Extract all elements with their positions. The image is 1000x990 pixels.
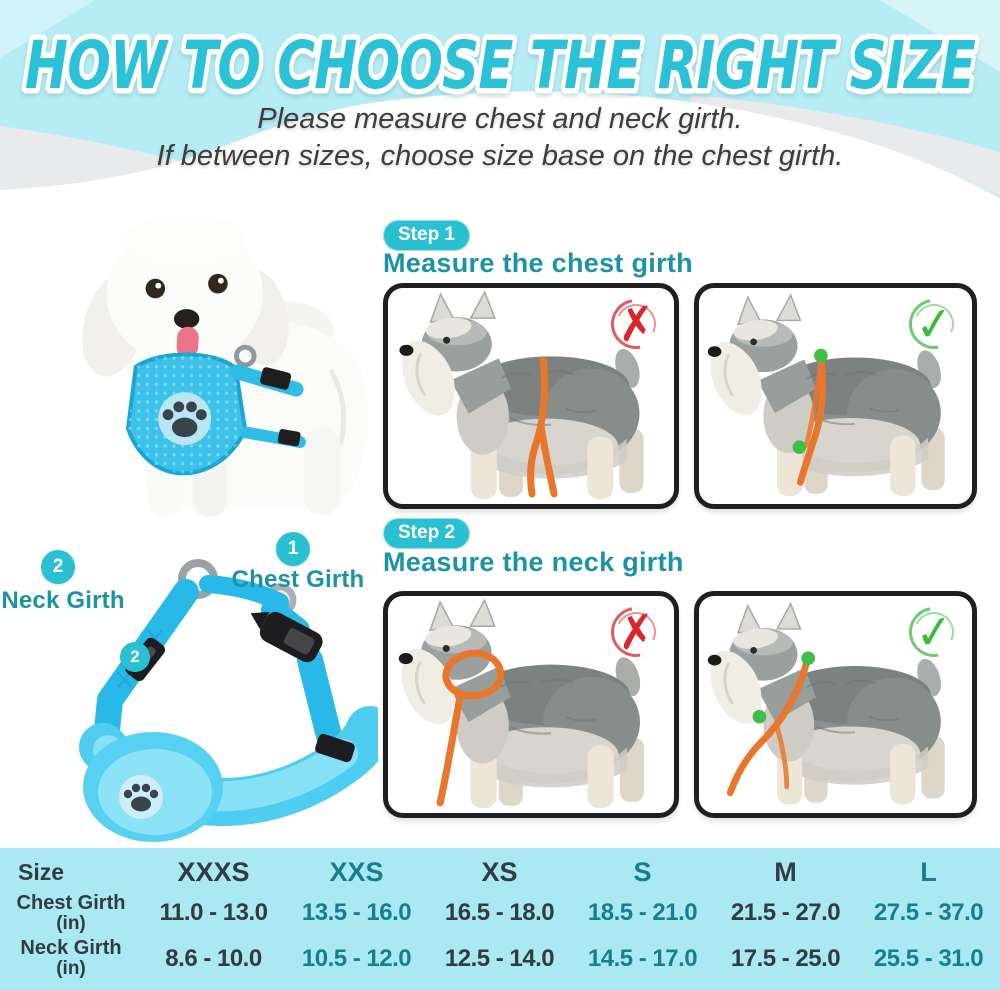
wrong-mark: ✗	[601, 289, 671, 359]
correct-icon: ✓	[912, 603, 956, 661]
table-cell: 16.5 - 18.0	[444, 899, 555, 927]
step1-heading: Measure the chest girth	[383, 248, 693, 278]
table-cell: 18.5 - 21.0	[587, 899, 698, 927]
callout-2-label: Neck Girth	[1, 587, 125, 614]
table-cell: 27.5 - 37.0	[873, 899, 984, 927]
schnauzer-illustration	[706, 602, 947, 806]
measuring-tape	[726, 651, 816, 797]
page-title-art: HOW TO CHOOSE THE RIGHT SIZE	[20, 22, 983, 110]
table-cell: 10.5 - 12.0	[301, 944, 412, 972]
row-label: Neck Girth (in)	[20, 937, 122, 980]
callout-1-circle: 1	[276, 532, 310, 566]
product-dog-photo	[82, 214, 369, 517]
wrong-mark: ✗	[601, 597, 671, 667]
side-release-buckle-icon	[250, 611, 323, 663]
page-title: HOW TO CHOOSE THE RIGHT SIZE	[25, 27, 976, 104]
table-cell: 14.5 - 17.0	[587, 944, 698, 972]
step2-heading: Measure the neck girth	[383, 547, 684, 577]
neck-girth-row: Neck Girth (in) 8.6 - 10.0 10.5 - 12.0 1…	[0, 938, 1000, 979]
size-col-header: S	[633, 856, 652, 887]
wrong-icon: ✗	[614, 603, 658, 661]
size-col-header: XS	[481, 856, 518, 887]
table-cell: 12.5 - 14.0	[444, 944, 555, 972]
measuring-tape	[527, 356, 558, 498]
schnauzer-illustration	[397, 598, 647, 810]
subtitle-line2: If between sizes, choose size base on th…	[156, 140, 844, 172]
photo-chest-wrong: ✗	[383, 283, 679, 509]
strap-marker-circle: 2	[120, 642, 150, 672]
size-table-corner-label: Size	[18, 858, 65, 885]
measuring-tape	[436, 649, 505, 807]
step1-badge: Step 1	[383, 220, 471, 251]
photo-neck-correct: ✓	[694, 591, 977, 818]
harness-diagram-illustration	[79, 559, 378, 842]
size-table: Size XXXS XXS XS S M L Chest Girth (in) …	[0, 848, 1000, 990]
table-cell: 13.5 - 16.0	[301, 899, 412, 927]
table-cell: 17.5 - 25.0	[730, 944, 841, 972]
photo-neck-wrong: ✗	[383, 591, 679, 818]
subtitle-line1: Please measure chest and neck girth.	[257, 103, 743, 135]
dog-tongue	[176, 326, 199, 358]
schnauzer-illustration	[706, 293, 947, 498]
chest-girth-row: Chest Girth (in) 11.0 - 13.0 13.5 - 16.0…	[0, 891, 1000, 934]
callout-2-circle: 2	[41, 550, 75, 584]
size-col-header: XXXS	[177, 856, 250, 887]
paw-print-icon	[162, 401, 207, 438]
strap-buckle-icon	[260, 367, 292, 390]
table-cell: 8.6 - 10.0	[165, 944, 262, 972]
row-label: Chest Girth (in)	[16, 891, 126, 934]
harness-d-ring-icon	[234, 344, 257, 368]
wrong-icon: ✗	[614, 295, 658, 353]
dog-nose	[173, 309, 200, 329]
measuring-tape	[792, 348, 828, 486]
table-cell: 11.0 - 13.0	[159, 899, 268, 927]
size-col-header: L	[920, 856, 937, 887]
table-cell: 25.5 - 31.0	[873, 944, 984, 972]
size-col-header: XXS	[329, 856, 384, 887]
correct-icon: ✓	[912, 295, 956, 353]
size-table-header-row: Size XXXS XXS XS S M L	[0, 857, 1000, 888]
callout-1-label: Chest Girth	[231, 566, 365, 593]
header-background-swoosh	[0, 0, 1000, 300]
correct-mark: ✓	[899, 597, 969, 667]
paw-print-icon	[123, 783, 159, 812]
size-col-header: M	[774, 856, 797, 887]
table-cell: 21.5 - 27.0	[730, 899, 841, 927]
schnauzer-illustration	[397, 290, 646, 501]
step2-badge: Step 2	[383, 518, 471, 549]
strap-slider-icon	[315, 733, 355, 763]
correct-mark: ✓	[899, 289, 969, 359]
photo-chest-correct: ✓	[694, 283, 977, 509]
